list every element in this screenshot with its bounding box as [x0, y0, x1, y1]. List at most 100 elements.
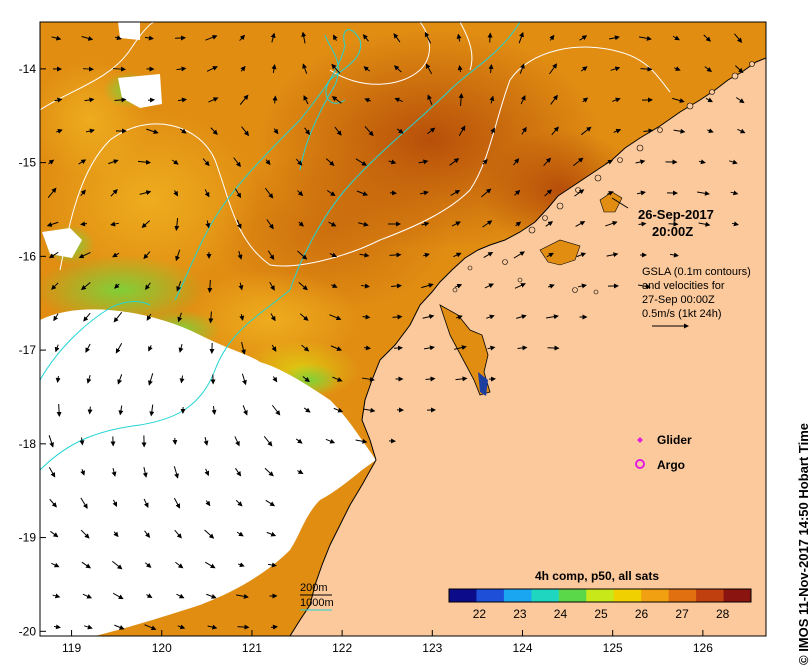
- velocity-arrow: [173, 497, 181, 509]
- colorbar-tick-label: 25: [594, 607, 608, 621]
- velocity-arrow: [422, 314, 435, 320]
- velocity-arrow: [575, 221, 586, 227]
- velocity-arrow: [82, 593, 93, 599]
- lat-tick-label: -15: [19, 156, 37, 170]
- velocity-arrow: [576, 252, 587, 258]
- velocity-arrow: [674, 66, 681, 71]
- velocity-arrow: [451, 221, 461, 227]
- velocity-arrow: [270, 624, 278, 630]
- velocity-arrow: [325, 438, 336, 444]
- velocity-arrow: [80, 497, 88, 509]
- velocity-arrow: [80, 221, 88, 227]
- velocity-arrow: [389, 252, 402, 258]
- velocity-arrow: [612, 97, 621, 103]
- velocity-arrow: [514, 189, 521, 196]
- velocity-arrow: [265, 159, 271, 166]
- velocity-arrow: [263, 436, 273, 447]
- velocity-arrow: [486, 314, 495, 320]
- velocity-arrow: [269, 281, 275, 291]
- velocity-arrow: [206, 593, 217, 599]
- velocity-arrow: [110, 189, 118, 197]
- velocity-arrow: [144, 35, 154, 41]
- velocity-arrow: [267, 250, 275, 261]
- velocity-arrow: [396, 128, 404, 134]
- velocity-arrow: [208, 311, 214, 324]
- velocity-arrow: [580, 126, 592, 136]
- velocity-arrow: [331, 96, 342, 104]
- velocity-arrow: [53, 313, 59, 322]
- velocity-arrow: [238, 282, 244, 291]
- velocity-arrow: [481, 188, 492, 198]
- velocity-arrow: [393, 65, 402, 73]
- velocity-arrow: [173, 190, 179, 197]
- velocity-arrow: [239, 94, 249, 105]
- velocity-arrow: [52, 593, 61, 599]
- gsla-line-4: 0.5m/s (1kt 24h): [642, 308, 721, 320]
- velocity-arrow: [638, 283, 651, 289]
- velocity-arrow: [489, 95, 495, 104]
- velocity-arrow: [425, 376, 436, 382]
- colorbar-cell: [558, 589, 587, 602]
- colorbar-tick-label: 28: [716, 607, 730, 621]
- velocity-arrow: [635, 159, 646, 165]
- gsla-line-1: GSLA (0.1m contours): [642, 266, 751, 278]
- velocity-arrow: [139, 190, 152, 196]
- velocity-arrow: [606, 252, 619, 258]
- velocity-arrow: [50, 530, 59, 538]
- lat-tick-label: -18: [19, 437, 37, 451]
- velocity-arrow: [419, 190, 429, 196]
- velocity-arrow: [114, 283, 120, 289]
- velocity-arrow: [108, 159, 119, 165]
- colorbar-cell: [531, 589, 560, 602]
- velocity-arrow: [636, 190, 646, 196]
- velocity-arrow: [516, 314, 527, 320]
- velocity-arrow: [364, 126, 374, 137]
- lon-tick-label: 125: [603, 641, 623, 655]
- map-plot-area: [40, 22, 766, 636]
- velocity-arrow: [208, 97, 219, 103]
- colorbar-cell: [668, 589, 697, 602]
- velocity-arrow: [205, 34, 218, 41]
- velocity-arrow: [85, 128, 95, 134]
- velocity-arrow: [110, 221, 120, 227]
- velocity-arrow: [358, 221, 369, 227]
- velocity-arrow: [179, 128, 187, 134]
- velocity-arrow: [425, 63, 433, 75]
- velocity-arrow: [112, 66, 126, 72]
- velocity-arrow: [51, 562, 60, 568]
- velocity-arrow: [613, 128, 622, 134]
- date-annotation: 26-Sep-2017 20:00Z: [611, 197, 714, 239]
- velocity-arrow: [458, 93, 464, 107]
- velocity-arrow: [241, 373, 247, 386]
- colorbar-ticks: 22 23 24 25 26 27 28: [473, 607, 730, 621]
- velocity-arrow: [148, 345, 153, 352]
- velocity-arrow: [673, 128, 686, 134]
- velocity-arrow: [273, 128, 279, 135]
- velocity-arrow: [705, 97, 713, 103]
- colorbar-tick-label: 27: [675, 607, 689, 621]
- lon-tick-label: 123: [422, 641, 442, 655]
- lon-tick-label: 122: [332, 641, 352, 655]
- velocity-arrow: [298, 282, 308, 291]
- velocity-arrow: [295, 158, 303, 166]
- velocity-arrow: [301, 344, 310, 352]
- argo-label: Argo: [657, 458, 685, 472]
- velocity-arrow: [143, 498, 149, 508]
- velocity-arrow: [174, 529, 182, 539]
- velocity-arrow: [328, 221, 337, 227]
- velocity-arrow: [46, 221, 59, 227]
- velocity-arrow: [362, 34, 369, 42]
- velocity-arrow: [113, 311, 123, 323]
- velocity-arrow: [427, 127, 436, 135]
- velocity-arrow: [704, 66, 713, 72]
- colorbar-cell: [613, 589, 642, 602]
- velocity-arrow: [605, 220, 618, 227]
- velocity-arrow: [390, 283, 402, 289]
- velocity-arrow: [53, 624, 61, 630]
- velocity-arrow: [143, 251, 151, 260]
- velocity-arrow: [392, 314, 403, 320]
- velocity-arrow: [329, 252, 338, 258]
- velocity-arrow: [177, 97, 187, 103]
- velocity-arrow: [737, 128, 746, 134]
- velocity-arrow: [117, 374, 123, 385]
